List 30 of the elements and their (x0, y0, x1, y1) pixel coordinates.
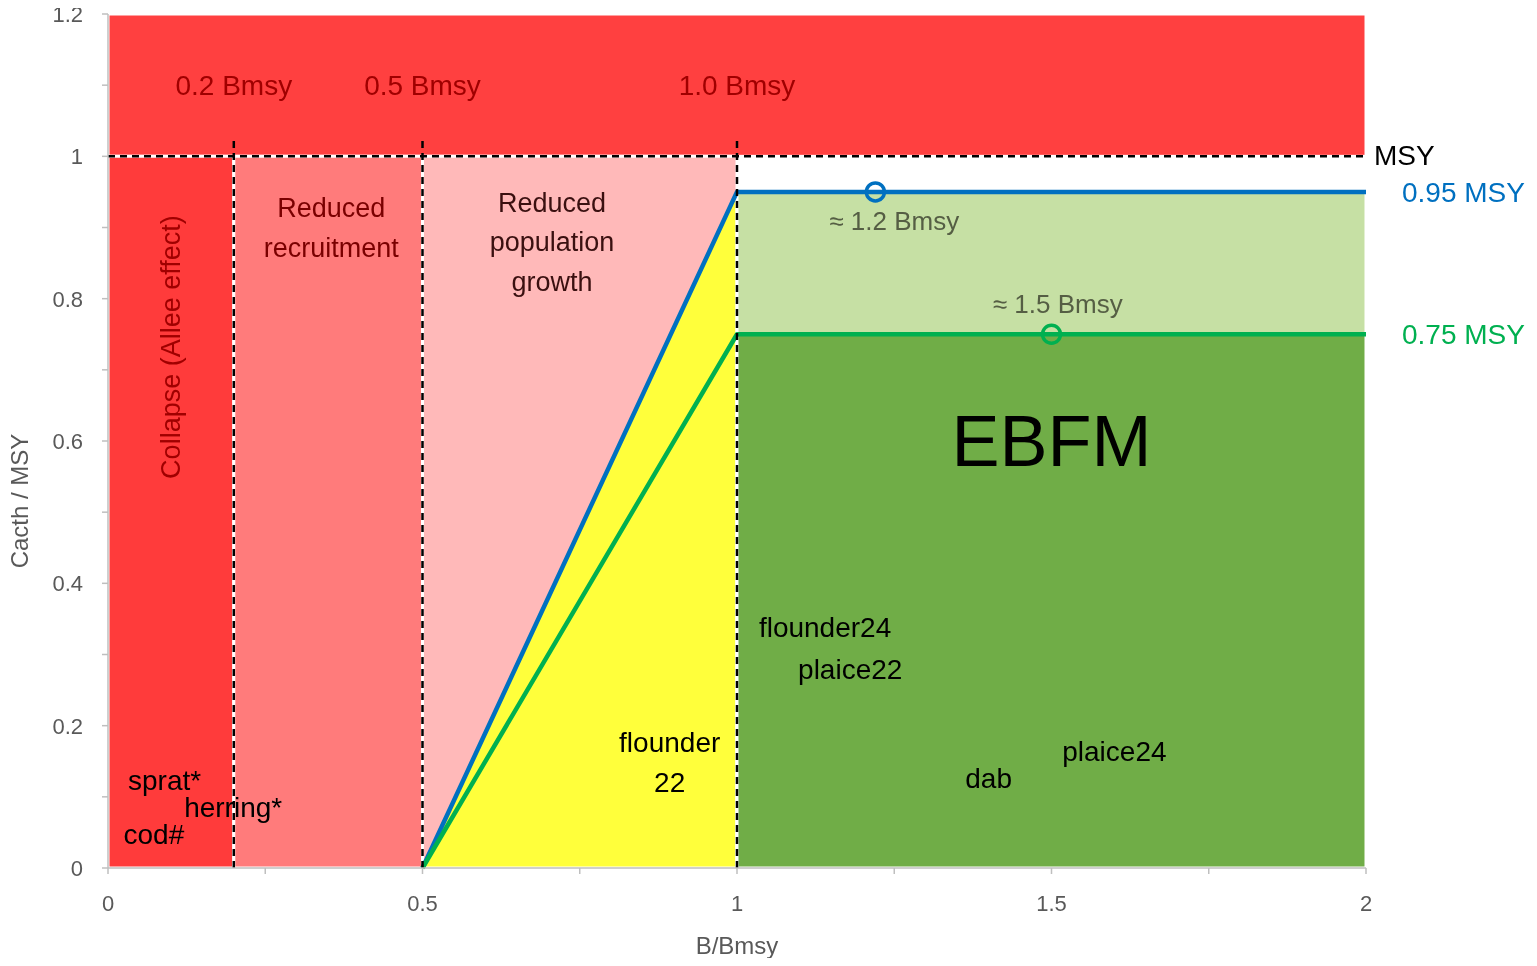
x-tick-label: 0 (101, 891, 115, 916)
annotation: plaice24 (1062, 735, 1167, 767)
ref-line-label: 1.0 Bmsy (678, 70, 796, 102)
annotation: Reduced recruitment (263, 193, 400, 263)
y-tick-label: 0.6 (52, 429, 83, 454)
y-axis-title: Cacth / MSY (6, 433, 33, 569)
ref-line-label: 0.2 Bmsy (175, 70, 293, 102)
y-tick-label: 0.8 (52, 286, 83, 312)
annotation: flounder24 (758, 611, 892, 643)
y-tick-label: 0 (70, 856, 83, 881)
ref-line-label: MSY (1374, 140, 1435, 172)
x-tick-label: 2 (1359, 891, 1373, 916)
annotation: Collapse (Allee effect) (156, 215, 187, 479)
x-tick-label: 0.5 (407, 891, 438, 916)
annotation: ≈ 1.2 Bmsy (829, 205, 960, 236)
y-tick-label: 0.2 (52, 713, 83, 739)
ref-line-label: 0.5 Bmsy (364, 70, 481, 102)
y-tick-label: 0.4 (52, 571, 83, 597)
annotation: EBFM (951, 401, 1152, 482)
series-label: 0.95 MSY (1402, 176, 1526, 208)
x-tick-label: 1 (730, 891, 744, 916)
x-tick-label: 1.5 (1036, 891, 1067, 916)
series-label: 0.75 MSY (1402, 319, 1526, 351)
annotation: plaice22 (798, 653, 903, 685)
annotation: Reduced population growth (489, 188, 615, 297)
annotation: cod# (123, 818, 185, 850)
y-tick-label: 1 (70, 144, 83, 170)
annotation: flounder 22 (619, 726, 721, 799)
annotation: dab (965, 763, 1012, 795)
annotation: ≈ 1.5 Bmsy (992, 289, 1123, 320)
